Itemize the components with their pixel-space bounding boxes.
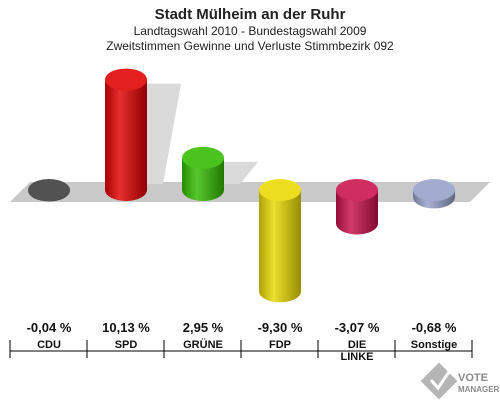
checkmark-icon [420,362,458,400]
chart-subtitle-2: Zweitstimmen Gewinne und Verluste Stimmb… [106,39,394,53]
category-label: FDP [269,339,291,351]
category-ticks [9,340,473,358]
bar-shadows [147,83,258,184]
bar-grüne [182,157,224,201]
category-label: SPD [115,339,138,351]
bar-cap [336,179,378,201]
category-label: CDU [37,339,61,351]
category-label-line2: LINKE [341,351,374,363]
chart-title: Stadt Mülheim an der Ruhr [155,6,346,23]
bar-cap [182,146,224,169]
bar-shadow [147,83,181,184]
chart-subtitle-1: Landtagswahl 2010 - Bundestagswahl 2009 [134,24,367,38]
bar-die [336,190,378,235]
bar-cap [28,179,70,201]
bar-cap [105,68,147,91]
value-labels: -0,04 % 10,13 % 2,95 % -9,30 % -3,07 % -0,68 … [27,320,457,335]
category-label: GRÜNE [183,338,223,351]
logo-text-vote: VOTE [458,372,488,384]
value-label: -9,30 % [258,320,303,335]
value-label: 10,13 % [102,320,150,335]
bar-shadow [224,161,258,184]
value-label: -0,68 % [412,320,457,335]
value-label: 2,95 % [183,320,224,335]
bar-fdp [259,190,301,303]
bar-cap [413,179,455,201]
category-label: DIE [348,339,366,351]
category-label: Sonstige [411,339,457,351]
value-label: -0,04 % [27,320,72,335]
logo-text-manager: MANAGER [458,385,500,394]
bar-spd [105,79,147,201]
bar-cap [259,179,301,201]
bars [28,68,455,303]
vote-manager-logo: VOTE MANAGER [420,362,500,400]
value-label: -3,07 % [335,320,380,335]
